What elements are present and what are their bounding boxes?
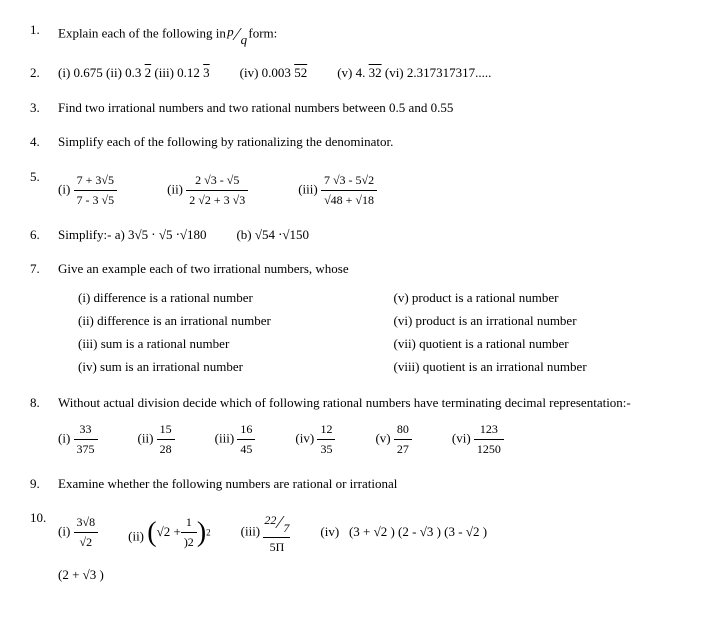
q1-number: 1. <box>30 20 58 41</box>
q7-item-iii: (iii) sum is a rational number <box>78 334 364 355</box>
question-5: 5. (i) 7 + 3√5 7 - 3 √5 (ii) 2 √3 - √5 2… <box>30 167 679 210</box>
q8-part-v: (v) 8027 <box>375 420 411 459</box>
slash-icon: ⁄ <box>236 24 239 44</box>
q5-ii-frac: 2 √3 - √5 2 √2 + 3 √3 <box>186 171 248 210</box>
q10-part-ii: (ii) √2 + 1)2 2 <box>128 513 211 552</box>
q8-part-iv: (iv) 1235 <box>295 420 335 459</box>
q7-item-viii: (viii) quotient is an irrational number <box>394 357 680 378</box>
question-7: 7. Give an example each of two irrationa… <box>30 259 679 379</box>
q8-part-iii: (iii) 1645 <box>215 420 256 459</box>
question-8: 8. Without actual division decide which … <box>30 393 679 459</box>
q7-number: 7. <box>30 259 58 280</box>
q9-number: 9. <box>30 474 58 495</box>
q5-part-ii: (ii) 2 √3 - √5 2 √2 + 3 √3 <box>167 171 248 210</box>
q10-part-iv: (iv) (3 + √2 ) (2 - √3 ) (3 - √2 ) <box>320 522 487 543</box>
q1-frac-q: q <box>241 32 248 47</box>
q7-left-col: (i) difference is a rational number (ii)… <box>78 288 364 379</box>
question-3: 3. Find two irrational numbers and two r… <box>30 98 679 119</box>
q10-extra: (2 + √3 ) <box>58 565 679 586</box>
q5-part-i: (i) 7 + 3√5 7 - 3 √5 <box>58 171 117 210</box>
q10-number: 10. <box>30 508 58 529</box>
q1-fraction: p⁄q <box>229 20 245 49</box>
q1-body: Explain each of the following in p⁄q for… <box>58 20 679 49</box>
q6-part-b: (b) √54 ⋅√150 <box>236 225 309 246</box>
q3-text: Find two irrational numbers and two rati… <box>58 98 679 119</box>
question-10: 10. (i) 3√8√2 (ii) √2 + 1)2 2 (iii) 22⁄7… <box>30 508 679 586</box>
question-9: 9. Examine whether the following numbers… <box>30 474 679 495</box>
question-1: 1. Explain each of the following in p⁄q … <box>30 20 679 49</box>
q2-part-iv: (iv) 0.003 52 <box>240 63 308 84</box>
q1-text-after: form: <box>248 25 277 40</box>
q6-part-a: Simplify:- a) 3√5 ⋅ √5 ⋅√180 <box>58 225 206 246</box>
q5-i-frac: 7 + 3√5 7 - 3 √5 <box>74 171 118 210</box>
q8-part-ii: (ii) 1528 <box>138 420 175 459</box>
q5-part-iii: (iii) 7 √3 - 5√2 √48 + √18 <box>298 171 377 210</box>
q7-text: Give an example each of two irrational n… <box>58 259 679 280</box>
q4-text: Simplify each of the following by ration… <box>58 132 679 153</box>
q10-part-i: (i) 3√8√2 <box>58 513 98 552</box>
q4-number: 4. <box>30 132 58 153</box>
q1-text-before: Explain each of the following in <box>58 25 229 40</box>
q7-columns: (i) difference is a rational number (ii)… <box>58 288 679 379</box>
q8-fractions: (i) 33375 (ii) 1528 (iii) 1645 (iv) 1235… <box>58 420 679 459</box>
q7-item-ii: (ii) difference is an irrational number <box>78 311 364 332</box>
q7-item-vi: (vi) product is an irrational number <box>394 311 680 332</box>
q2-part-i-iii: (i) 0.675 (ii) 0.3 2 (iii) 0.12 3 <box>58 63 210 84</box>
q8-part-vi: (vi) 1231250 <box>452 420 504 459</box>
q7-body: Give an example each of two irrational n… <box>58 259 679 379</box>
q2-number: 2. <box>30 63 58 84</box>
q5-number: 5. <box>30 167 58 188</box>
q3-number: 3. <box>30 98 58 119</box>
q10-body: (i) 3√8√2 (ii) √2 + 1)2 2 (iii) 22⁄7 5Π … <box>58 508 679 586</box>
q8-number: 8. <box>30 393 58 414</box>
q8-part-i: (i) 33375 <box>58 420 98 459</box>
q8-body: Without actual division decide which of … <box>58 393 679 459</box>
q7-item-i: (i) difference is a rational number <box>78 288 364 309</box>
q5-iii-frac: 7 √3 - 5√2 √48 + √18 <box>321 171 377 210</box>
q10-part-iii: (iii) 22⁄7 5Π <box>241 508 291 557</box>
q10-ii-paren: √2 + 1)2 <box>147 513 206 552</box>
q2-part-v-vi: (v) 4. 32 (vi) 2.317317317..... <box>337 63 491 84</box>
q7-item-vii: (vii) quotient is a rational number <box>394 334 680 355</box>
question-6: 6. Simplify:- a) 3√5 ⋅ √5 ⋅√180 (b) √54 … <box>30 225 679 246</box>
q7-item-v: (v) product is a rational number <box>394 288 680 309</box>
q6-body: Simplify:- a) 3√5 ⋅ √5 ⋅√180 (b) √54 ⋅√1… <box>58 225 679 246</box>
q5-body: (i) 7 + 3√5 7 - 3 √5 (ii) 2 √3 - √5 2 √2… <box>58 171 679 210</box>
q1-frac-p: p <box>227 24 234 39</box>
question-4: 4. Simplify each of the following by rat… <box>30 132 679 153</box>
q9-text: Examine whether the following numbers ar… <box>58 474 679 495</box>
q7-item-iv: (iv) sum is an irrational number <box>78 357 364 378</box>
question-2: 2. (i) 0.675 (ii) 0.3 2 (iii) 0.12 3 (iv… <box>30 63 679 84</box>
q2-body: (i) 0.675 (ii) 0.3 2 (iii) 0.12 3 (iv) 0… <box>58 63 679 84</box>
q8-text: Without actual division decide which of … <box>58 393 679 414</box>
q6-number: 6. <box>30 225 58 246</box>
q7-right-col: (v) product is a rational number (vi) pr… <box>394 288 680 379</box>
